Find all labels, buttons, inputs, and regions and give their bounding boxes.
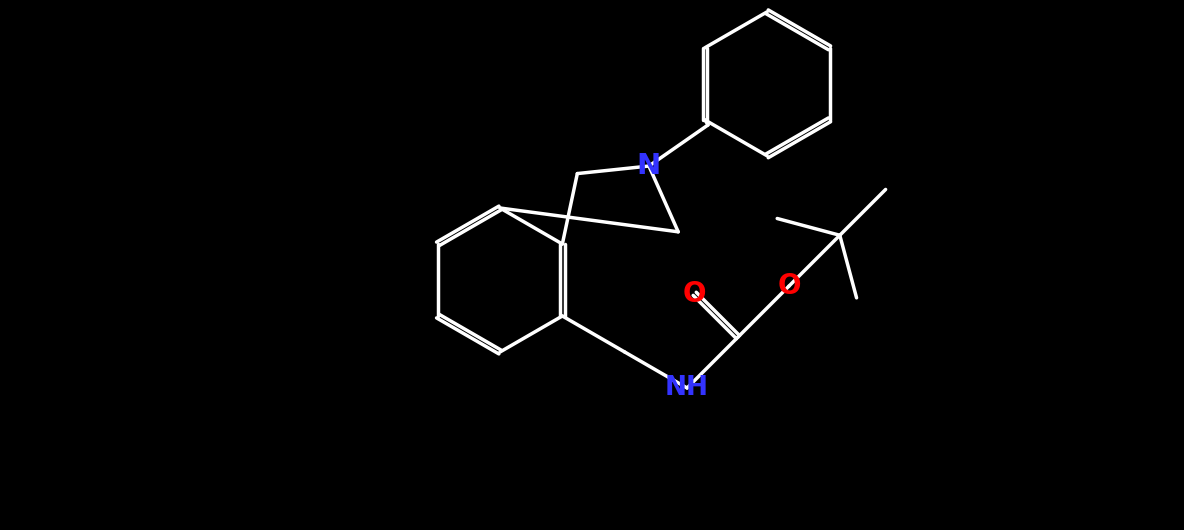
Text: O: O bbox=[777, 272, 800, 300]
Text: N: N bbox=[637, 152, 661, 180]
Text: O: O bbox=[683, 280, 707, 308]
Text: NH: NH bbox=[665, 375, 709, 401]
